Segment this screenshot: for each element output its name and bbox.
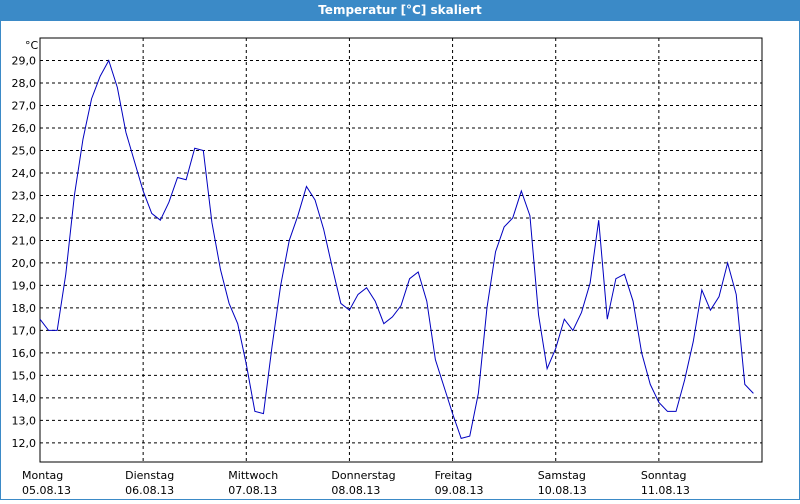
- y-tick-label: 20,0: [12, 257, 37, 270]
- y-tick-label: 12,0: [12, 437, 37, 450]
- plot-area: [39, 37, 763, 463]
- x-tick-date: 10.08.13: [538, 484, 587, 497]
- x-tick-date: 07.08.13: [228, 484, 277, 497]
- x-tick-label: Dienstag: [125, 469, 174, 482]
- x-tick-date: 11.08.13: [641, 484, 690, 497]
- y-tick-label: 13,0: [12, 414, 37, 427]
- title-bar: [0, 0, 800, 21]
- x-tick-label: Sonntag: [641, 469, 687, 482]
- y-tick-label: 22,0: [12, 212, 37, 225]
- temperature-line: [39, 59, 754, 439]
- x-tick-date: 06.08.13: [125, 484, 174, 497]
- x-tick-label: Samstag: [538, 469, 586, 482]
- x-tick-label: Freitag: [435, 469, 473, 482]
- x-tick-label: Mittwoch: [228, 469, 278, 482]
- x-tick-date: 08.08.13: [331, 484, 380, 497]
- y-tick-label: 21,0: [12, 234, 37, 247]
- y-tick-label: 28,0: [12, 77, 37, 90]
- y-tick-label: 16,0: [12, 347, 37, 360]
- y-tick-label: 27,0: [12, 99, 37, 112]
- y-tick-label: 24,0: [12, 167, 37, 180]
- x-tick-date: 05.08.13: [22, 484, 71, 497]
- y-tick-label: 14,0: [12, 392, 37, 405]
- x-tick-date: 09.08.13: [435, 484, 484, 497]
- x-tick-label: Donnerstag: [331, 469, 395, 482]
- y-tick-label: 29,0: [12, 54, 37, 67]
- y-tick-label: 23,0: [12, 189, 37, 202]
- y-tick-label: 15,0: [12, 369, 37, 382]
- y-tick-label: 19,0: [12, 279, 37, 292]
- window-title: Temperatur [°C] skaliert: [318, 3, 482, 17]
- y-tick-label: 17,0: [12, 324, 37, 337]
- y-axis-label: °C: [25, 39, 39, 52]
- y-tick-label: 26,0: [12, 122, 37, 135]
- y-tick-label: 18,0: [12, 302, 37, 315]
- y-tick-label: 25,0: [12, 144, 37, 157]
- x-tick-label: Montag: [22, 469, 63, 482]
